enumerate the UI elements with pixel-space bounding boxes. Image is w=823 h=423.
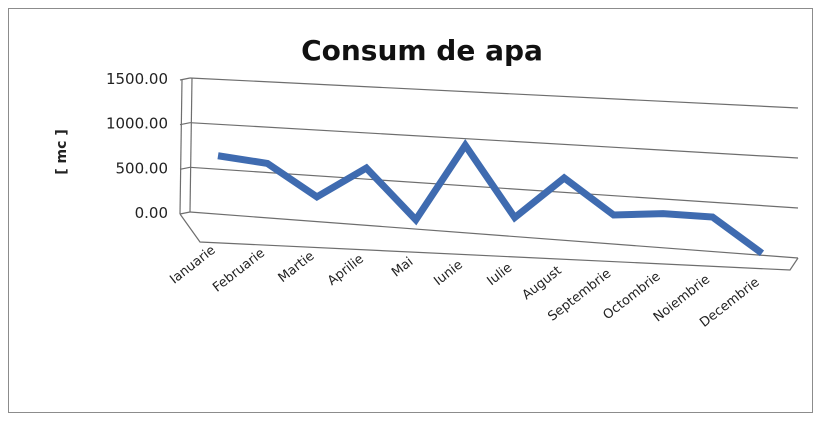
- gridline: [189, 77, 799, 109]
- gridline-tick: [179, 211, 191, 215]
- gridline: [189, 211, 799, 259]
- x-tick-label: Martie: [276, 249, 318, 286]
- x-tick-label: Ianuarie: [167, 243, 218, 288]
- x-tick-label: Aprilie: [325, 252, 367, 289]
- x-tick-label: Mai: [389, 255, 416, 281]
- gridline-tick: [179, 122, 191, 126]
- y-tick-label: 1500.00: [106, 70, 168, 88]
- x-tick-label: August: [520, 263, 565, 303]
- series-layer: [217, 138, 765, 257]
- y-tick-label: 500.00: [116, 159, 169, 177]
- x-tick-label: Iulie: [484, 260, 515, 289]
- gridline-tick: [179, 77, 191, 81]
- gridline: [189, 122, 799, 159]
- gridline-tick: [179, 166, 191, 170]
- chart-title: Consum de apa: [301, 34, 543, 67]
- x-tick-label: Iunie: [431, 258, 465, 289]
- series-line: [217, 138, 765, 257]
- y-axis-line: [179, 79, 183, 215]
- y-tick-label: 1000.00: [106, 115, 168, 133]
- back-wall-edge: [189, 77, 193, 213]
- y-tick-label: 0.00: [135, 204, 168, 222]
- y-tick-labels: 0.00 500.00 1000.00 1500.00: [106, 70, 168, 222]
- x-tick-label: Februarie: [210, 246, 268, 296]
- floor-edge: [179, 213, 799, 271]
- y-axis-label: [ mc ]: [54, 129, 70, 174]
